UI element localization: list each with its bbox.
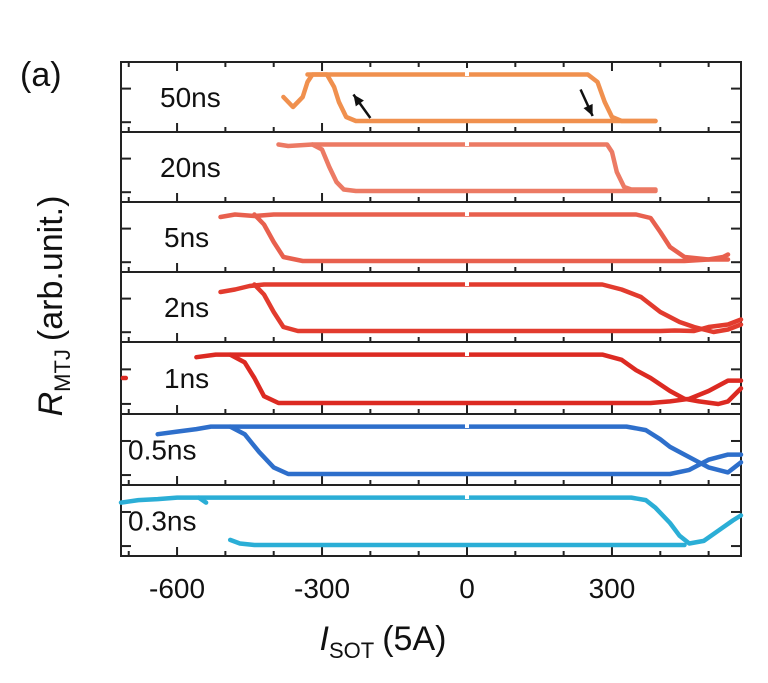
panel-label: 0.3ns [128,506,197,537]
curve-sweep-up [118,495,744,546]
curve-sweep-up [218,282,744,335]
arrow-up-icon [353,94,364,107]
zero-gap [465,138,470,146]
x-axis-subscript: SOT [329,638,374,663]
panel-label: 50ns [160,82,221,113]
zero-gap [465,278,470,286]
y-axis-unit: (arb.unit.) [32,196,70,342]
x-tick-label: 0 [459,573,475,604]
x-tick-label: -600 [149,573,205,604]
x-axis-symbol: I [320,620,330,658]
panel-50ns: 50ns [120,61,742,133]
x-tick-labels: -600 -300 0 300 [149,573,635,604]
curve-sweep-up [276,142,658,192]
curve-sweep-down [227,537,687,548]
curve-sweep-up [155,424,744,475]
y-axis-subscript: MTJ [50,349,75,392]
panel-20ns: 20ns [120,131,742,203]
panel-2ns: 2ns [120,271,744,343]
zero-gap [465,348,470,356]
curve-stray [196,495,209,505]
curve-sweep-down [252,212,731,264]
x-tick-label: -300 [294,573,350,604]
panels: 50ns 20ns 5ns 2ns 1ns 0.5ns 0.3ns [118,61,744,557]
curve-sweep-down [310,142,658,194]
zero-gap [465,208,470,216]
arrow-down-icon [583,103,593,116]
panel-label: 20ns [160,152,221,183]
x-tick-label: 300 [589,573,636,604]
zero-gap [465,68,470,76]
curve-sweep-down [252,282,744,334]
panel-1ns: 1ns [120,341,744,415]
y-axis-symbol: R [32,392,70,417]
x-axis-title: ISOT (5A) [320,620,447,663]
curve-sweep-down [227,424,744,477]
curve-sweep-down [227,352,744,406]
panel-label: 5ns [164,222,209,253]
curve-sweep-down [305,72,658,124]
zero-gap [465,491,470,499]
curve-sweep-up [194,352,744,407]
zero-gap [465,420,470,428]
panel-frame [120,484,742,557]
panel-5ns: 5ns [120,201,742,273]
panel-0.5ns: 0.5ns [120,413,744,486]
x-axis-unit: (5A) [382,620,446,658]
panel-label: 0.5ns [128,435,197,466]
panel-0.3ns: 0.3ns [118,484,744,557]
panel-label: 1ns [164,363,209,394]
panel-label: 2ns [164,292,209,323]
y-axis-title: RMTJ (arb.unit.) [32,196,75,417]
curve-sweep-up [218,212,731,262]
figure-tag: (a) [20,56,62,94]
